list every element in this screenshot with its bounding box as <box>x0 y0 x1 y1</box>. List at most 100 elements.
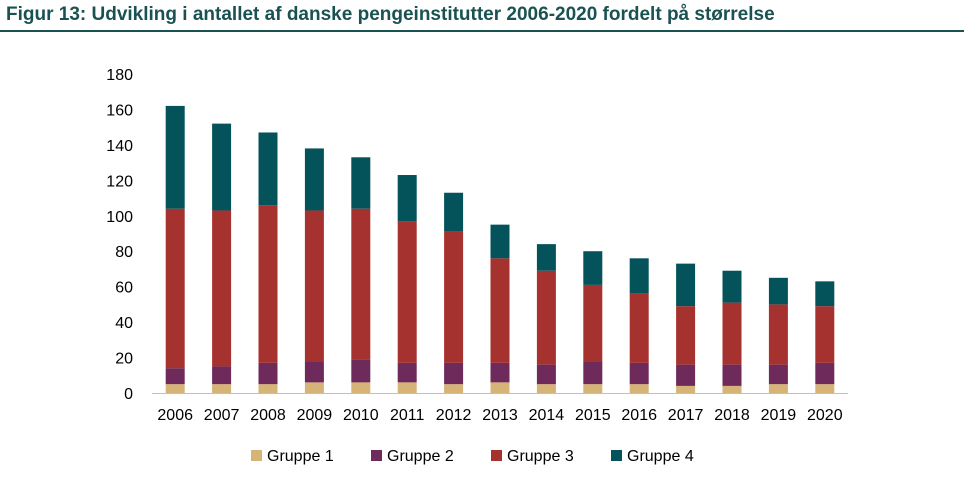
bar-2017-gruppe-3 <box>676 306 696 365</box>
legend: Gruppe 1 Gruppe 2 Gruppe 3 Gruppe 4 <box>251 448 694 465</box>
x-tick-label-2016: 2016 <box>621 407 657 424</box>
bar-2019-gruppe-2 <box>768 364 788 385</box>
bar-stack-2008 <box>258 132 278 393</box>
bar-2017-gruppe-4 <box>676 263 696 307</box>
y-tick-label-120: 120 <box>106 173 133 190</box>
bar-2016-gruppe-4 <box>629 258 649 294</box>
bar-2011-gruppe-4 <box>397 175 417 222</box>
legend-item-gruppe-3: Gruppe 3 <box>491 448 574 465</box>
bar-2012-gruppe-4 <box>444 192 464 232</box>
bar-stack-2007 <box>212 123 232 393</box>
bar-2014-gruppe-1 <box>536 384 556 393</box>
bar-2009-gruppe-4 <box>304 148 324 211</box>
y-axis-tick-labels: 0 20 40 60 80 100 120 140 160 180 <box>106 67 133 403</box>
y-tick-label-180: 180 <box>106 67 133 84</box>
bar-2009-gruppe-2 <box>304 361 324 383</box>
bar-2020-gruppe-1 <box>815 384 835 393</box>
bar-2009-gruppe-3 <box>304 210 324 362</box>
bar-2019-gruppe-4 <box>768 277 788 305</box>
bar-2016-gruppe-1 <box>629 384 649 393</box>
bar-2008-gruppe-4 <box>258 132 278 206</box>
legend-swatch <box>251 450 262 461</box>
legend-swatch <box>371 450 382 461</box>
bar-2006-gruppe-1 <box>165 384 185 393</box>
bar-stack-2009 <box>304 148 324 393</box>
x-tick-label-2008: 2008 <box>250 407 286 424</box>
bar-2020-gruppe-3 <box>815 306 835 363</box>
bar-2013-gruppe-1 <box>490 382 510 393</box>
bar-2006-gruppe-2 <box>165 368 185 385</box>
bar-stack-2006 <box>165 105 185 393</box>
bar-stack-2016 <box>629 258 649 393</box>
bar-2008-gruppe-3 <box>258 205 278 363</box>
bar-2013-gruppe-4 <box>490 224 510 259</box>
bar-stack-2014 <box>536 244 556 393</box>
legend-swatch <box>491 450 502 461</box>
x-tick-label-2013: 2013 <box>482 407 518 424</box>
bar-2009-gruppe-1 <box>304 382 324 393</box>
bar-2015-gruppe-4 <box>583 251 603 285</box>
legend-label: Gruppe 2 <box>387 448 454 465</box>
bar-2013-gruppe-2 <box>490 362 510 383</box>
bar-2016-gruppe-3 <box>629 293 649 363</box>
x-tick-label-2007: 2007 <box>204 407 240 424</box>
bar-2015-gruppe-1 <box>583 384 603 393</box>
bar-stack-2012 <box>444 192 464 393</box>
bar-stack-2017 <box>676 263 696 393</box>
bar-2018-gruppe-4 <box>722 270 742 303</box>
bar-stack-2015 <box>583 251 603 393</box>
bar-stack-2011 <box>397 175 417 393</box>
x-tick-label-2009: 2009 <box>297 407 333 424</box>
bar-2011-gruppe-1 <box>397 382 417 393</box>
bar-2018-gruppe-2 <box>722 364 742 386</box>
bar-2019-gruppe-3 <box>768 304 788 365</box>
legend-item-gruppe-2: Gruppe 2 <box>371 448 454 465</box>
bar-2012-gruppe-1 <box>444 384 464 393</box>
legend-label: Gruppe 1 <box>267 448 334 465</box>
y-tick-label-40: 40 <box>115 315 133 332</box>
x-tick-label-2011: 2011 <box>390 407 425 424</box>
bar-2008-gruppe-2 <box>258 362 278 385</box>
legend-item-gruppe-1: Gruppe 1 <box>251 448 334 465</box>
bar-2007-gruppe-1 <box>212 384 232 393</box>
bar-stacks <box>165 105 835 393</box>
x-tick-label-2020: 2020 <box>807 407 843 424</box>
bar-2010-gruppe-3 <box>351 208 371 360</box>
x-tick-label-2015: 2015 <box>575 407 611 424</box>
bar-2020-gruppe-4 <box>815 281 835 307</box>
x-axis-tick-labels: 2006 2007 2008 2009 2010 2011 2012 2013 2014 2015… <box>157 407 842 424</box>
bar-2011-gruppe-3 <box>397 221 417 363</box>
x-tick-label-2006: 2006 <box>157 407 193 424</box>
bar-2014-gruppe-2 <box>536 364 556 385</box>
bar-2010-gruppe-1 <box>351 382 371 393</box>
bar-2012-gruppe-3 <box>444 231 464 363</box>
legend-item-gruppe-4: Gruppe 4 <box>611 448 694 465</box>
bar-2018-gruppe-3 <box>722 302 742 365</box>
bar-2016-gruppe-2 <box>629 362 649 385</box>
y-tick-label-60: 60 <box>115 280 133 297</box>
bar-2006-gruppe-3 <box>165 208 185 369</box>
bar-2011-gruppe-2 <box>397 362 417 383</box>
title-divider <box>0 30 964 32</box>
y-tick-label-160: 160 <box>106 102 133 119</box>
x-tick-label-2012: 2012 <box>436 407 472 424</box>
bar-2015-gruppe-3 <box>583 284 603 362</box>
bar-2008-gruppe-1 <box>258 384 278 393</box>
legend-label: Gruppe 4 <box>627 448 694 465</box>
bar-2012-gruppe-2 <box>444 362 464 385</box>
bar-stack-2019 <box>768 277 788 393</box>
bar-stack-2010 <box>351 157 371 393</box>
y-tick-label-20: 20 <box>115 351 133 368</box>
bar-2006-gruppe-4 <box>165 105 185 209</box>
bar-2007-gruppe-4 <box>212 123 232 211</box>
bar-2017-gruppe-1 <box>676 385 696 393</box>
bar-2013-gruppe-3 <box>490 258 510 363</box>
chart-title: Figur 13: Udvikling i antallet af danske… <box>6 4 775 25</box>
x-tick-label-2014: 2014 <box>529 407 565 424</box>
bar-2007-gruppe-3 <box>212 210 232 367</box>
bar-2010-gruppe-2 <box>351 359 371 383</box>
y-tick-label-140: 140 <box>106 138 133 155</box>
bar-2019-gruppe-1 <box>768 384 788 393</box>
y-tick-label-100: 100 <box>106 209 133 226</box>
